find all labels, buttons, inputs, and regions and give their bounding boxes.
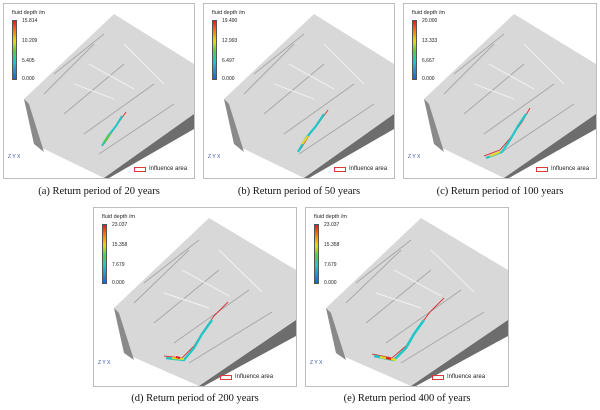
legend-title: fluid depth /m xyxy=(102,214,136,220)
legend-tick-2: 15.358 xyxy=(324,242,340,248)
color-legend: fluid depth /m 20.000 13.333 6.667 0.000 xyxy=(412,10,446,82)
color-bar xyxy=(212,20,217,80)
legend-tick-min: 0.000 xyxy=(422,76,435,82)
legend-tick-2: 15.358 xyxy=(112,242,128,248)
caption-b: (b) Return period of 50 years xyxy=(237,186,361,197)
legend-tick-max: 23.037 xyxy=(112,222,128,228)
caption-e: (e) Return period 400 of years xyxy=(343,393,471,404)
influence-area-legend: Influence area xyxy=(134,166,187,172)
influence-area-label: Influence area xyxy=(235,374,274,380)
influence-area-label: Influence area xyxy=(551,166,590,172)
influence-area-swatch xyxy=(536,166,548,172)
panel-b: fluid depth /m 19.490 12.993 6.497 0.000… xyxy=(203,3,395,179)
axis-triad-icon: Z Y X xyxy=(408,154,421,160)
influence-area-swatch xyxy=(432,374,444,380)
color-legend: fluid depth /m 23.037 15.358 7.679 0.000 xyxy=(314,214,348,286)
axis-triad-icon: Z Y X xyxy=(98,360,111,366)
axis-triad-icon: Z Y X xyxy=(310,360,323,366)
color-legend: fluid depth /m 15.814 10.209 5.405 0.000 xyxy=(12,10,46,82)
panel-c: fluid depth /m 20.000 13.333 6.667 0.000… xyxy=(403,3,597,179)
legend-title: fluid depth /m xyxy=(314,214,348,220)
terrain-image xyxy=(24,14,194,178)
legend-tick-min: 0.000 xyxy=(22,76,35,82)
influence-area-legend: Influence area xyxy=(432,374,485,380)
axis-triad-icon: Z Y X xyxy=(208,154,221,160)
legend-tick-max: 15.814 xyxy=(22,18,38,24)
terrain-image xyxy=(224,14,394,178)
legend-tick-2: 12.993 xyxy=(222,38,238,44)
legend-tick-min: 0.000 xyxy=(112,280,125,286)
influence-area-legend: Influence area xyxy=(536,166,589,172)
influence-area-label: Influence area xyxy=(447,374,486,380)
legend-tick-2: 13.333 xyxy=(422,38,438,44)
color-bar xyxy=(102,224,107,284)
influence-area-legend: Influence area xyxy=(334,166,387,172)
terrain-image xyxy=(326,218,508,386)
caption-d: (d) Return period of 200 years xyxy=(131,393,259,404)
panel-a: fluid depth /m 15.814 10.209 5.405 0.000… xyxy=(3,3,195,179)
terrain-image xyxy=(114,218,296,386)
influence-area-legend: Influence area xyxy=(220,374,273,380)
legend-tick-min: 0.000 xyxy=(324,280,337,286)
legend-tick-max: 19.490 xyxy=(222,18,238,24)
legend-tick-3: 6.667 xyxy=(422,58,435,64)
legend-tick-min: 0.000 xyxy=(222,76,235,82)
panel-e: fluid depth /m 23.037 15.358 7.679 0.000… xyxy=(305,207,509,387)
legend-tick-max: 20.000 xyxy=(422,18,438,24)
legend-title: fluid depth /m xyxy=(12,10,46,16)
influence-area-swatch xyxy=(134,166,146,172)
legend-title: fluid depth /m xyxy=(212,10,246,16)
color-bar xyxy=(12,20,17,80)
color-bar xyxy=(314,224,319,284)
axis-triad-icon: Z Y X xyxy=(8,154,21,160)
color-legend: fluid depth /m 23.037 15.358 7.679 0.000 xyxy=(102,214,136,286)
legend-tick-3: 7.679 xyxy=(112,262,125,268)
color-legend: fluid depth /m 19.490 12.993 6.497 0.000 xyxy=(212,10,246,82)
influence-area-label: Influence area xyxy=(349,166,388,172)
caption-c: (c) Return period of 100 years xyxy=(436,186,564,197)
terrain-image xyxy=(424,14,596,178)
influence-area-label: Influence area xyxy=(149,166,188,172)
color-bar xyxy=(412,20,417,80)
influence-area-swatch xyxy=(334,166,346,172)
legend-tick-max: 23.037 xyxy=(324,222,340,228)
influence-area-swatch xyxy=(220,374,232,380)
legend-tick-3: 5.405 xyxy=(22,58,35,64)
caption-a: (a) Return period of 20 years xyxy=(38,186,160,197)
legend-tick-3: 7.679 xyxy=(324,262,337,268)
legend-tick-3: 6.497 xyxy=(222,58,235,64)
panel-d: fluid depth /m 23.037 15.358 7.679 0.000… xyxy=(93,207,297,387)
legend-title: fluid depth /m xyxy=(412,10,446,16)
legend-tick-2: 10.209 xyxy=(22,38,38,44)
